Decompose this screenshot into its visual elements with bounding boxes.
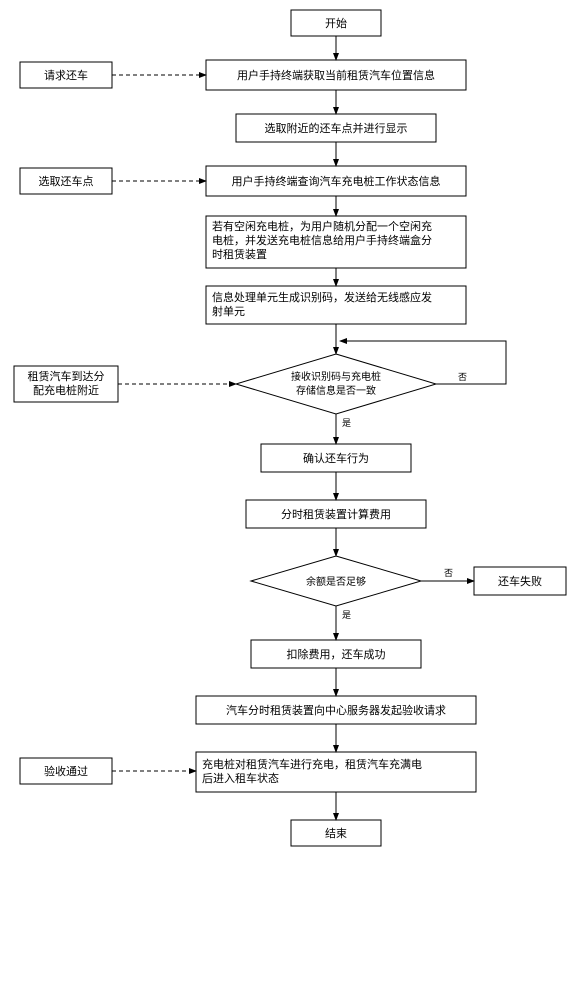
node-start: 开始 xyxy=(291,10,381,36)
n1-label: 用户手持终端获取当前租赁汽车位置信息 xyxy=(237,68,435,82)
d1-l2: 存储信息是否一致 xyxy=(296,384,376,397)
node-n9: 汽车分时租赁装置向中心服务器发起验收请求 xyxy=(196,696,476,724)
d2-yes-label: 是 xyxy=(342,610,351,620)
node-n1: 用户手持终端获取当前租赁汽车位置信息 xyxy=(206,60,466,90)
d2-no-label: 否 xyxy=(444,568,453,578)
node-n6: 确认还车行为 xyxy=(261,444,411,472)
n5-line1: 信息处理单元生成识别码，发送给无线感应发 xyxy=(212,290,432,304)
d2-label: 余额是否足够 xyxy=(306,575,366,588)
n10-l1: 充电桩对租赁汽车进行充电，租赁汽车充满电 xyxy=(202,757,422,771)
side-select-label: 选取还车点 xyxy=(39,174,94,188)
node-side-select: 选取还车点 xyxy=(20,168,112,194)
node-side-arrive: 租赁汽车到达分 配充电桩附近 xyxy=(14,366,118,402)
n5-line2: 射单元 xyxy=(212,304,245,318)
fail-label: 还车失败 xyxy=(498,574,542,588)
n3-label: 用户手持终端查询汽车充电桩工作状态信息 xyxy=(232,174,441,188)
node-n8: 扣除费用，还车成功 xyxy=(251,640,421,668)
start-label: 开始 xyxy=(325,16,347,30)
end-label: 结束 xyxy=(325,827,347,840)
n7-label: 分时租赁装置计算费用 xyxy=(281,507,391,521)
node-d1: 接收识别码与充电桩 存储信息是否一致 xyxy=(236,354,436,414)
node-n3: 用户手持终端查询汽车充电桩工作状态信息 xyxy=(206,166,466,196)
d1-yes-label: 是 xyxy=(342,418,351,428)
node-end: 结束 xyxy=(291,820,381,846)
n4-line1: 若有空闲充电桩，为用户随机分配一个空闲充 xyxy=(212,219,432,233)
n2-label: 选取附近的还车点并进行显示 xyxy=(265,121,408,135)
side-request-label: 请求还车 xyxy=(44,68,88,82)
side-verify-label: 验收通过 xyxy=(44,764,88,778)
n6-label: 确认还车行为 xyxy=(303,451,369,465)
n4-line2: 电桩，并发送充电桩信息给用户手持终端盒分 xyxy=(212,233,432,247)
node-n10: 充电桩对租赁汽车进行充电，租赁汽车充满电 后进入租车状态 xyxy=(196,752,476,792)
n8-label: 扣除费用，还车成功 xyxy=(287,647,386,661)
side-arrive-l1: 租赁汽车到达分 xyxy=(28,369,105,383)
node-side-request: 请求还车 xyxy=(20,62,112,88)
node-n2: 选取附近的还车点并进行显示 xyxy=(236,114,436,142)
flowchart-svg: 开始 请求还车 用户手持终端获取当前租赁汽车位置信息 选取附近的还车点并进行显示… xyxy=(6,6,574,986)
n4-line3: 时租赁装置 xyxy=(212,247,267,261)
node-n7: 分时租赁装置计算费用 xyxy=(246,500,426,528)
node-fail: 还车失败 xyxy=(474,567,566,595)
node-n5: 信息处理单元生成识别码，发送给无线感应发 射单元 xyxy=(206,286,466,324)
n9-label: 汽车分时租赁装置向中心服务器发起验收请求 xyxy=(226,703,446,717)
d1-l1: 接收识别码与充电桩 xyxy=(291,370,381,383)
n10-l2: 后进入租车状态 xyxy=(202,771,279,785)
d1-no-label: 否 xyxy=(458,372,467,382)
node-side-verify: 验收通过 xyxy=(20,758,112,784)
node-d2: 余额是否足够 xyxy=(251,556,421,606)
node-n4: 若有空闲充电桩，为用户随机分配一个空闲充 电桩，并发送充电桩信息给用户手持终端盒… xyxy=(206,216,466,268)
side-arrive-l2: 配充电桩附近 xyxy=(33,383,99,397)
